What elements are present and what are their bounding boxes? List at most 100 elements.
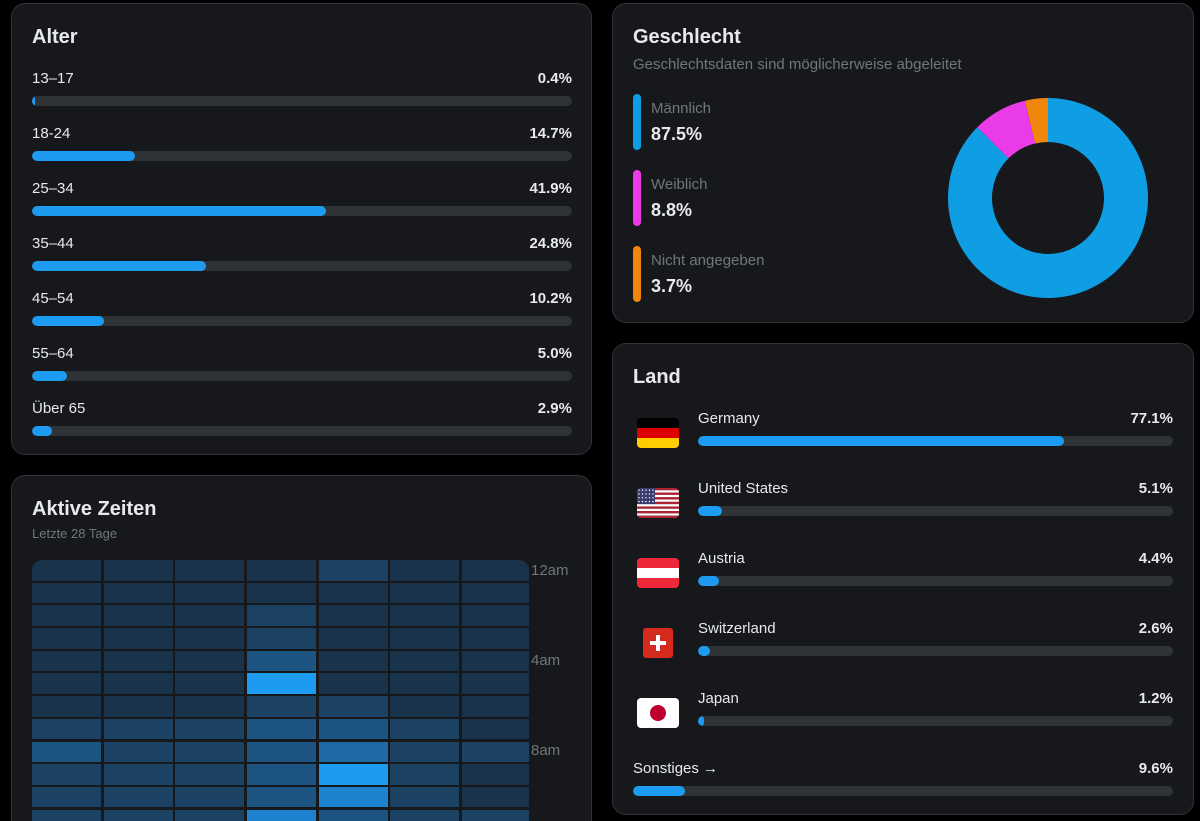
heatmap-cell bbox=[175, 673, 245, 694]
heatmap-cell bbox=[247, 673, 317, 694]
country-bar-track bbox=[698, 716, 1173, 726]
heatmap-cell bbox=[103, 786, 173, 808]
age-row: 13–17 0.4% bbox=[32, 70, 572, 110]
hour-label-4am: 4am bbox=[531, 652, 561, 669]
gender-subtitle: Geschlechtsdaten sind möglicherweise abg… bbox=[633, 56, 962, 73]
heatmap-cell bbox=[462, 741, 529, 762]
age-row: 18-24 14.7% bbox=[32, 125, 572, 165]
country-name: Switzerland bbox=[698, 620, 776, 637]
country-bar-track bbox=[698, 646, 1173, 656]
other-countries-link[interactable]: Sonstiges → bbox=[633, 760, 719, 777]
heatmap-cell bbox=[318, 673, 388, 694]
heatmap-cell bbox=[175, 582, 245, 604]
heatmap-cell bbox=[318, 560, 388, 581]
other-countries-bar-fill bbox=[633, 786, 685, 796]
country-percent-value: 1.2% bbox=[1138, 690, 1173, 707]
gender-card: Geschlecht Geschlechtsdaten sind möglich… bbox=[612, 3, 1194, 323]
gender-legend-item: Weiblich 8.8% bbox=[633, 170, 893, 226]
age-percent-value: 0.4% bbox=[537, 70, 572, 87]
gender-legend-item: Nicht angegeben 3.7% bbox=[633, 246, 893, 302]
japan-flag-icon bbox=[637, 698, 679, 728]
heatmap-cell bbox=[175, 650, 245, 672]
country-bar-track bbox=[698, 506, 1173, 516]
heatmap-cell bbox=[390, 650, 460, 672]
heatmap-cell bbox=[103, 741, 173, 762]
heatmap-cell bbox=[318, 628, 388, 649]
country-card: Land Germany 77.1% United States 5.1% Austri… bbox=[612, 343, 1194, 815]
country-name: Germany bbox=[698, 410, 760, 427]
gender-label: Männlich bbox=[651, 100, 712, 117]
heatmap-cell bbox=[390, 809, 460, 821]
age-bar-fill bbox=[32, 426, 53, 436]
age-range-label: 45–54 bbox=[32, 290, 74, 307]
other-countries-bar-track bbox=[633, 786, 1173, 796]
heatmap-cell bbox=[32, 696, 101, 717]
age-bar-track bbox=[32, 206, 572, 216]
heatmap-cell bbox=[318, 582, 388, 604]
heatmap-cell bbox=[103, 605, 173, 626]
heatmap-cell bbox=[390, 718, 460, 740]
age-bar-track bbox=[32, 151, 572, 161]
heatmap-cell bbox=[175, 605, 245, 626]
age-range-label: 25–34 bbox=[32, 180, 74, 197]
country-name: United States bbox=[698, 480, 789, 497]
heatmap-cell bbox=[175, 809, 245, 821]
heatmap-cell bbox=[390, 560, 460, 581]
age-percent-value: 41.9% bbox=[529, 180, 572, 197]
heatmap-cell bbox=[175, 696, 245, 717]
heatmap-cell bbox=[32, 718, 101, 740]
heatmap-cell bbox=[247, 650, 317, 672]
heatmap-cell bbox=[175, 764, 245, 785]
country-bar-track bbox=[698, 436, 1173, 446]
heatmap-cell bbox=[175, 718, 245, 740]
heatmap-cell bbox=[103, 718, 173, 740]
age-percent-value: 2.9% bbox=[537, 400, 572, 417]
heatmap-cell bbox=[318, 605, 388, 626]
heatmap-cell bbox=[247, 696, 317, 717]
heatmap-cell bbox=[390, 673, 460, 694]
country-row: Switzerland 2.6% bbox=[633, 620, 1173, 676]
usa-flag-icon bbox=[637, 488, 679, 518]
country-row: Germany 77.1% bbox=[633, 410, 1173, 466]
heatmap-cell bbox=[247, 809, 317, 821]
age-percent-value: 24.8% bbox=[529, 235, 572, 252]
country-bar-fill bbox=[698, 716, 704, 726]
heatmap-cell bbox=[390, 696, 460, 717]
gender-color-bar bbox=[633, 246, 641, 302]
heatmap-cell bbox=[318, 650, 388, 672]
heatmap-cell bbox=[175, 741, 245, 762]
other-countries-row: Sonstiges → 9.6% bbox=[633, 760, 1173, 800]
heatmap-cell bbox=[247, 605, 317, 626]
gender-color-bar bbox=[633, 94, 641, 150]
age-range-label: 35–44 bbox=[32, 235, 74, 252]
age-row: Über 65 2.9% bbox=[32, 400, 572, 440]
heatmap-cell bbox=[318, 696, 388, 717]
gender-title: Geschlecht bbox=[633, 26, 741, 48]
heatmap-cell bbox=[32, 741, 101, 762]
age-bar-fill bbox=[32, 206, 327, 216]
heatmap-cell bbox=[462, 650, 529, 672]
heatmap-cell bbox=[318, 809, 388, 821]
country-row: Austria 4.4% bbox=[633, 550, 1173, 606]
gender-percent-value: 3.7% bbox=[651, 276, 693, 296]
gender-donut-chart bbox=[948, 98, 1148, 298]
age-row: 45–54 10.2% bbox=[32, 290, 572, 330]
age-bar-fill bbox=[32, 371, 68, 381]
austria-flag-icon bbox=[637, 558, 679, 588]
heatmap-cell bbox=[462, 673, 529, 694]
activity-heatmap bbox=[32, 560, 529, 821]
heatmap-cell bbox=[175, 560, 245, 581]
heatmap-cell bbox=[462, 628, 529, 649]
heatmap-cell bbox=[390, 582, 460, 604]
age-bar-fill bbox=[32, 261, 207, 271]
country-name: Japan bbox=[698, 690, 739, 707]
heatmap-cell bbox=[32, 560, 101, 581]
heatmap-cell bbox=[32, 605, 101, 626]
heatmap-cell bbox=[247, 628, 317, 649]
heatmap-cell bbox=[103, 673, 173, 694]
gender-label: Nicht angegeben bbox=[651, 252, 765, 269]
heatmap-cell bbox=[462, 605, 529, 626]
gender-color-bar bbox=[633, 170, 641, 226]
heatmap-cell bbox=[247, 741, 317, 762]
age-row: 55–64 5.0% bbox=[32, 345, 572, 385]
